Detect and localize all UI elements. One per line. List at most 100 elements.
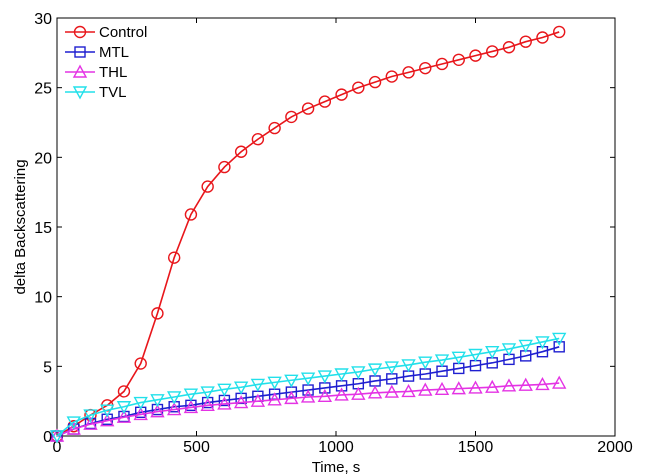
legend-swatch-marker [72,86,88,100]
data-point-thl [66,421,81,435]
data-point-tvl [183,388,199,402]
data-point-thl [116,409,132,423]
data-point-control [419,61,432,75]
data-point-tvl [468,348,483,362]
data-point-control [151,307,164,320]
data-point-control [167,251,181,264]
data-point-tvl [434,354,450,368]
series-line-thl [56,382,560,437]
data-point-tvl [83,409,98,423]
data-point-thl [334,387,349,401]
x-axis-label: Time, s [312,459,361,475]
data-point-thl [217,396,232,410]
data-point-control [469,49,482,62]
legend-label: TVL [99,84,127,101]
data-point-tvl [66,416,81,430]
data-point-tvl [518,339,533,353]
series-line-tvl [56,337,560,437]
data-point-thl [485,379,500,393]
y-tick-label: 20 [34,150,52,167]
data-point-tvl [300,372,316,386]
data-point-tvl [334,368,349,382]
x-tick-label: 1000 [318,439,354,456]
data-point-thl [501,378,517,392]
x-tick-label: 1500 [458,439,494,456]
data-point-control [335,88,348,101]
data-point-thl [518,377,533,391]
data-point-thl [133,406,148,421]
data-point-thl [183,399,199,414]
data-point-thl [367,385,383,399]
data-point-tvl [451,351,466,365]
data-point-control [536,31,549,44]
legend-entry-control: Control [65,24,147,41]
data-point-tvl [351,366,366,380]
data-point-thl [250,393,266,407]
data-point-tvl [200,386,215,400]
legend-swatch-marker [74,46,86,58]
data-point-control [301,102,315,115]
y-tick-label: 10 [34,290,52,307]
data-point-control [368,75,382,89]
y-axis-label: delta Backscattering [12,159,29,294]
data-point-control [502,41,516,54]
legend-entry-tvl: TVL [65,84,127,101]
data-point-control [435,57,449,71]
data-point-mtl [553,341,565,353]
x-tick-label: 0 [53,439,62,456]
data-point-thl [300,389,316,403]
data-point-thl [100,413,115,427]
data-point-control [352,81,365,94]
data-point-control [268,121,281,135]
data-point-tvl [267,376,282,390]
data-point-control [318,95,332,108]
data-point-tvl [284,374,299,388]
data-point-control [385,70,398,83]
data-point-thl [83,416,98,430]
data-point-thl [468,380,483,394]
data-point-control [486,45,499,58]
data-point-tvl [133,396,148,411]
legend-label: THL [99,64,127,81]
data-point-control [201,180,214,193]
data-point-tvl [150,394,165,408]
data-point-control [553,25,566,39]
data-point-tvl [250,378,266,392]
data-point-thl [284,390,299,405]
data-point-thl [552,375,567,389]
data-point-control [218,160,231,174]
legend-label: Control [99,24,147,41]
data-point-control [452,53,465,66]
y-tick-label: 30 [34,11,52,28]
legend-swatch-marker [72,64,88,78]
data-point-control [134,357,147,370]
data-point-tvl [116,401,132,415]
data-point-control [519,35,532,48]
data-point-tvl [217,383,232,397]
legend-entry-thl: THL [65,64,127,81]
y-tick-label: 15 [34,220,52,237]
data-point-thl [233,395,249,409]
data-point-control [117,385,131,398]
data-point-thl [267,392,282,406]
data-point-tvl [49,430,65,444]
data-point-thl [150,404,165,418]
data-point-tvl [485,346,500,360]
data-point-control [251,133,265,146]
data-point-thl [451,381,466,395]
plot-frame [56,17,616,437]
data-point-tvl [535,336,550,350]
series-tvl [49,332,567,444]
legend-entry-mtl: MTL [65,44,129,61]
data-point-tvl [501,343,517,357]
series-line-control [56,31,560,437]
data-point-control [234,145,248,158]
data-point-thl [434,381,450,396]
data-point-tvl [552,332,567,346]
y-tick-label: 0 [43,429,52,446]
data-point-thl [418,382,433,396]
legend-label: MTL [99,44,129,61]
data-point-tvl [384,361,399,375]
y-tick-label: 5 [43,359,52,376]
